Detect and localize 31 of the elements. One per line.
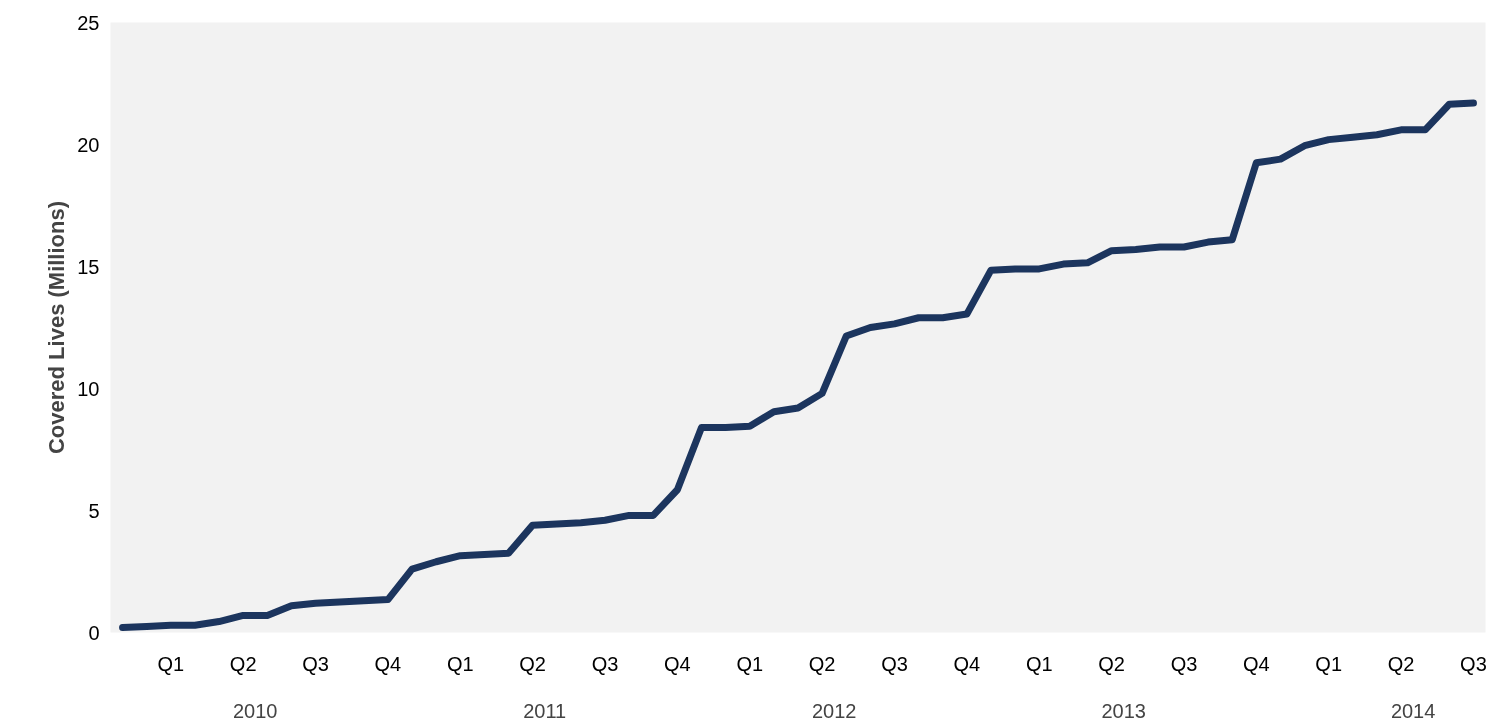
x-tick-label: Q3 [302, 652, 329, 675]
x-tick-label: Q2 [1098, 652, 1125, 675]
x-tick-label: Q3 [881, 652, 908, 675]
x-tick-label: Q1 [446, 652, 474, 675]
text: 2010 [232, 699, 278, 722]
x-tick-label: Q1 [157, 652, 185, 675]
text: 2012 [811, 699, 857, 722]
x-tick-label: Q1 [736, 652, 764, 675]
x-tick-label: Q3 [1170, 652, 1198, 675]
x-tick-label: Q2 [1387, 652, 1415, 675]
x-tick-label: Q1 [1315, 652, 1343, 675]
x-tick-label: Q3 [1460, 652, 1487, 675]
x-tick-label: Q2 [808, 652, 836, 675]
y-tick-label: 5 [88, 499, 100, 522]
x-tick-label: Q2 [229, 652, 257, 675]
x-tick-label: Q4 [1242, 652, 1270, 675]
x-tick-label: Q4 [664, 652, 691, 675]
y-tick-label: 0 [88, 621, 100, 644]
text: 2011 [523, 699, 567, 722]
text: 2014 [1390, 699, 1436, 722]
x-tick-label: Q3 [591, 652, 619, 675]
x-tick-label: Q4 [374, 652, 402, 675]
x-tick-label: Q1 [1025, 652, 1053, 675]
y-tick-label: 10 [77, 377, 100, 400]
x-tick-label: Q4 [953, 652, 981, 675]
x-tick-label: Q2 [519, 652, 546, 675]
y-tick-label: 20 [77, 133, 100, 156]
text: 2013 [1101, 699, 1146, 722]
y-axis-title: Covered Lives (Millions) [44, 200, 70, 455]
y-tick-label: 25 [77, 11, 100, 34]
y-tick-label: 15 [77, 255, 100, 278]
